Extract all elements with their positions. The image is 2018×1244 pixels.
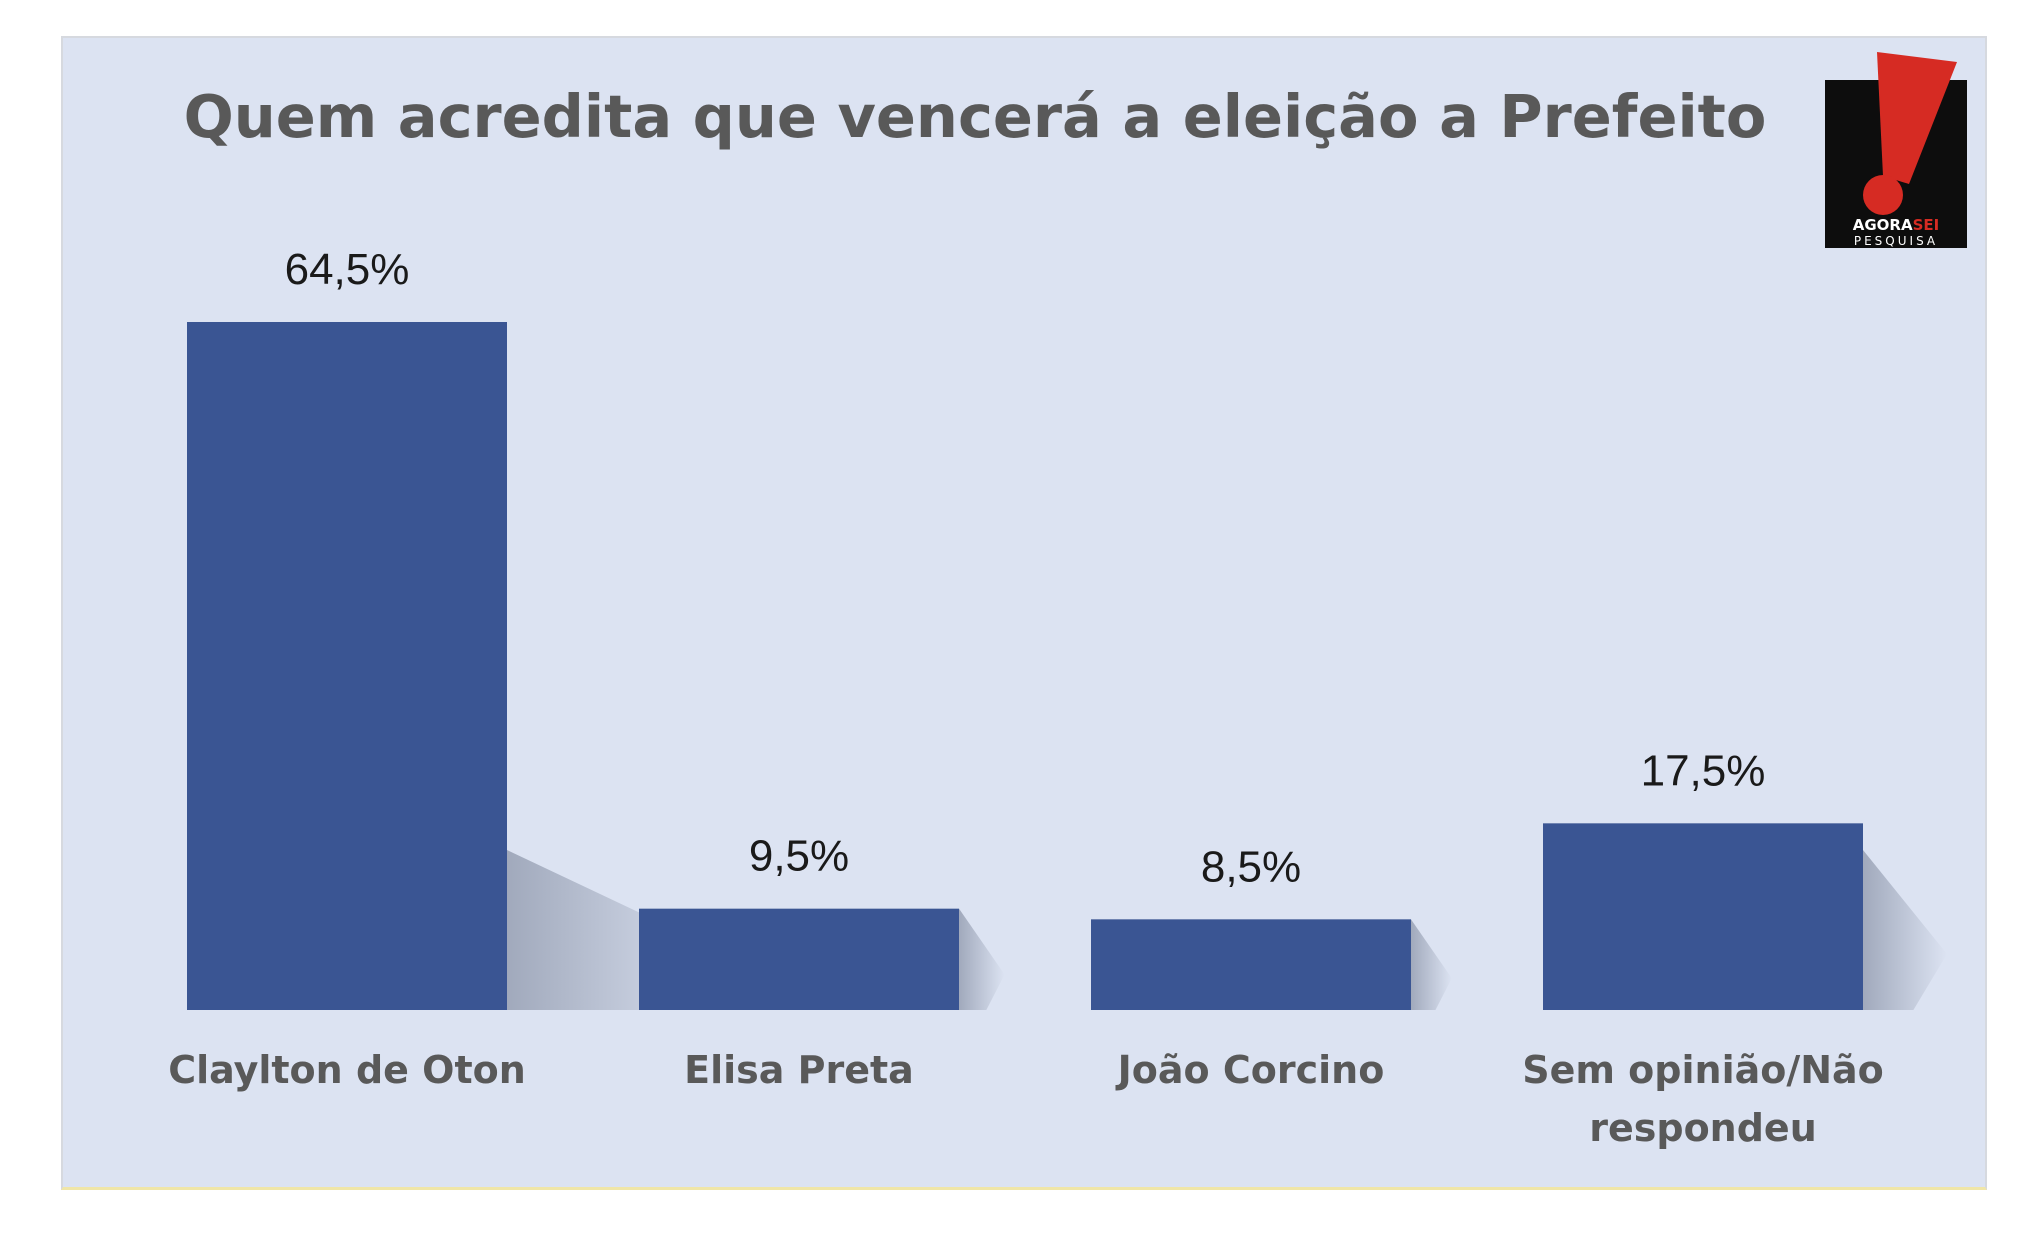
bars (187, 322, 1863, 1010)
category-label: Claylton de Oton (168, 1048, 526, 1092)
category-label: Sem opinião/Não (1522, 1048, 1884, 1092)
exclamation-dot-icon (1863, 175, 1903, 215)
chart-title: Quem acredita que vencerá a eleição a Pr… (183, 82, 1767, 151)
category-label: Elisa Preta (684, 1048, 914, 1092)
category-label: respondeu (1589, 1106, 1817, 1150)
category-label: João Corcino (1115, 1048, 1385, 1092)
bar-shadow (959, 908, 1005, 1010)
bar (1091, 919, 1411, 1010)
bar (639, 908, 959, 1010)
bar (1543, 823, 1863, 1010)
category-labels: Claylton de Oton Elisa Preta João Corcino S… (168, 1048, 1884, 1150)
value-labels: 64,5% 9,5% 8,5% 17,5% (285, 245, 1766, 891)
data-label: 64,5% (285, 245, 410, 294)
data-label: 8,5% (1201, 842, 1301, 891)
bar-shadow (1411, 919, 1452, 1010)
bar-shadow (1863, 850, 1947, 1010)
logo-subtitle: PESQUISA (1854, 234, 1938, 248)
agorasei-logo: AGORASEI PESQUISA (1825, 52, 1967, 248)
data-label: 9,5% (749, 832, 849, 881)
bar (187, 322, 507, 1010)
data-label: 17,5% (1641, 746, 1766, 795)
logo-brand-name: AGORASEI (1853, 216, 1939, 234)
exclamation-icon (1877, 52, 1957, 184)
